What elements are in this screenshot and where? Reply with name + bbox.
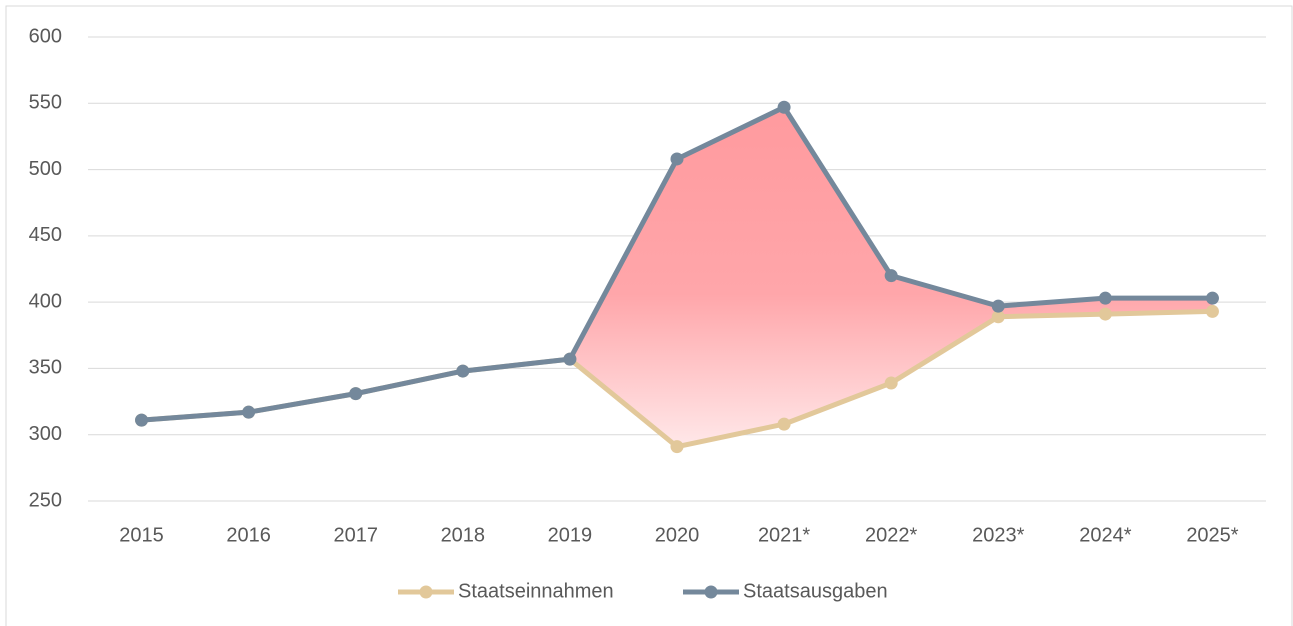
y-tick-label: 500 (29, 158, 62, 180)
x-tick-label: 2016 (226, 524, 271, 546)
x-tick-label: 2025* (1186, 524, 1238, 546)
x-tick-label: 2023* (972, 524, 1024, 546)
data-point (777, 100, 791, 114)
x-tick-label: 2018 (441, 524, 486, 546)
data-point (884, 376, 898, 390)
data-point (1098, 291, 1112, 305)
y-tick-label: 250 (29, 489, 62, 511)
x-tick-label: 2021* (758, 524, 810, 546)
y-tick-label: 300 (29, 423, 62, 445)
x-tick-label: 2015 (119, 524, 164, 546)
x-tick-label: 2017 (333, 524, 378, 546)
data-point (670, 440, 684, 454)
x-tick-label: 2020 (655, 524, 700, 546)
data-point (991, 310, 1005, 324)
data-point (777, 417, 791, 431)
data-point (1205, 291, 1219, 305)
legend-marker (704, 585, 718, 599)
legend-label: Staatseinnahmen (458, 580, 614, 602)
data-point (456, 364, 470, 378)
y-tick-label: 600 (29, 25, 62, 47)
data-point (991, 299, 1005, 313)
data-point (135, 413, 149, 427)
legend-marker (419, 585, 433, 599)
data-point (349, 387, 363, 401)
data-point (242, 405, 256, 419)
legend-label: Staatsausgaben (743, 580, 888, 602)
y-tick-label: 400 (29, 290, 62, 312)
x-tick-label: 2024* (1079, 524, 1131, 546)
x-tick-label: 2019 (548, 524, 593, 546)
data-point (1205, 304, 1219, 318)
x-tick-label: 2022* (865, 524, 917, 546)
y-tick-label: 450 (29, 224, 62, 246)
data-point (670, 152, 684, 166)
difference-area (141, 107, 1213, 447)
y-tick-label: 350 (29, 357, 62, 379)
data-point (884, 269, 898, 283)
data-point (563, 352, 577, 366)
data-point (1098, 307, 1112, 321)
chart-frame (5, 5, 1293, 626)
y-tick-label: 550 (29, 92, 62, 114)
